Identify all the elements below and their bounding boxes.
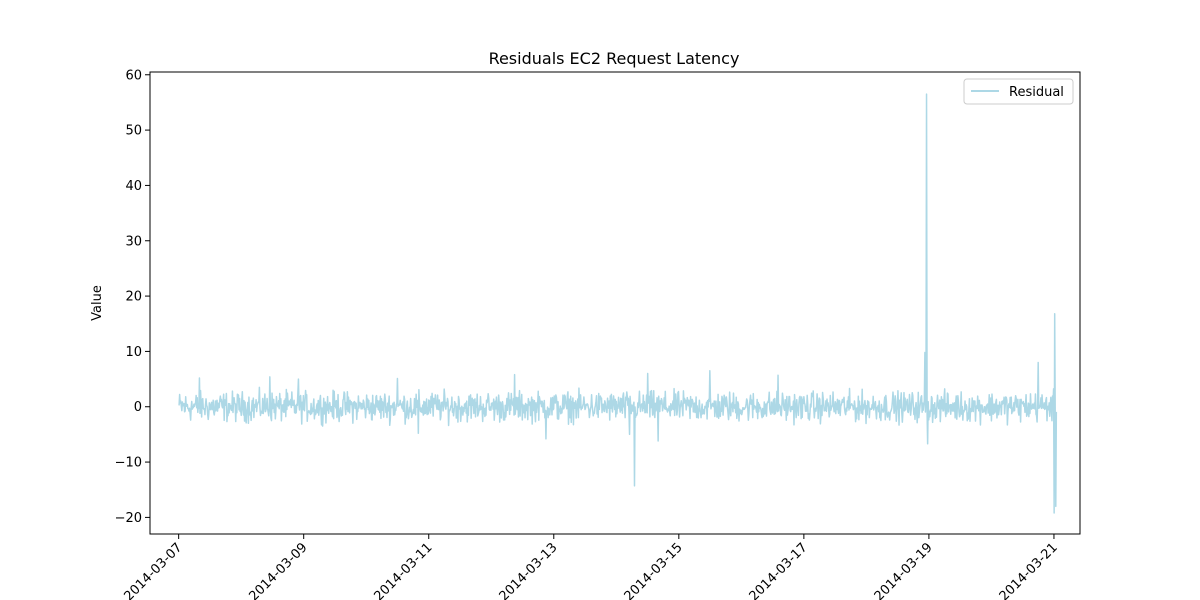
y-tick-label: −10 [115, 456, 142, 471]
y-tick-label: 30 [125, 234, 142, 249]
y-tick-label: 20 [125, 290, 142, 305]
y-axis-title: Value [90, 285, 105, 321]
residual-series-line [178, 93, 1058, 514]
y-tick-label: 40 [125, 179, 142, 194]
x-tick-label: 2014-03-07 [121, 540, 185, 600]
y-axis: −20 −10 0 10 20 30 40 50 60 [115, 68, 150, 526]
legend-label-residual: Residual [1009, 85, 1064, 100]
y-tick-label: 50 [125, 124, 142, 139]
plot-frame [149, 71, 1081, 535]
x-axis: 2014-03-07 2014-03-09 2014-03-11 2014-03-13… [121, 534, 1061, 600]
x-tick-label: 2014-03-17 [747, 540, 811, 600]
y-tick-label: 60 [125, 68, 142, 83]
x-tick-label: 2014-03-21 [997, 540, 1061, 600]
x-tick-label: 2014-03-19 [872, 540, 936, 600]
x-tick-label: 2014-03-13 [497, 540, 561, 600]
y-tick-label: 10 [125, 345, 142, 360]
y-tick-label: 0 [134, 400, 142, 415]
y-tick-label: −20 [115, 511, 142, 526]
legend: Residual [963, 78, 1074, 105]
x-tick-label: 2014-03-09 [246, 540, 310, 600]
plot-area [178, 93, 1058, 514]
x-tick-label: 2014-03-15 [622, 540, 686, 600]
legend-box [963, 78, 1074, 105]
chart-title: Residuals EC2 Request Latency [489, 49, 740, 68]
x-tick-label: 2014-03-11 [372, 540, 436, 600]
